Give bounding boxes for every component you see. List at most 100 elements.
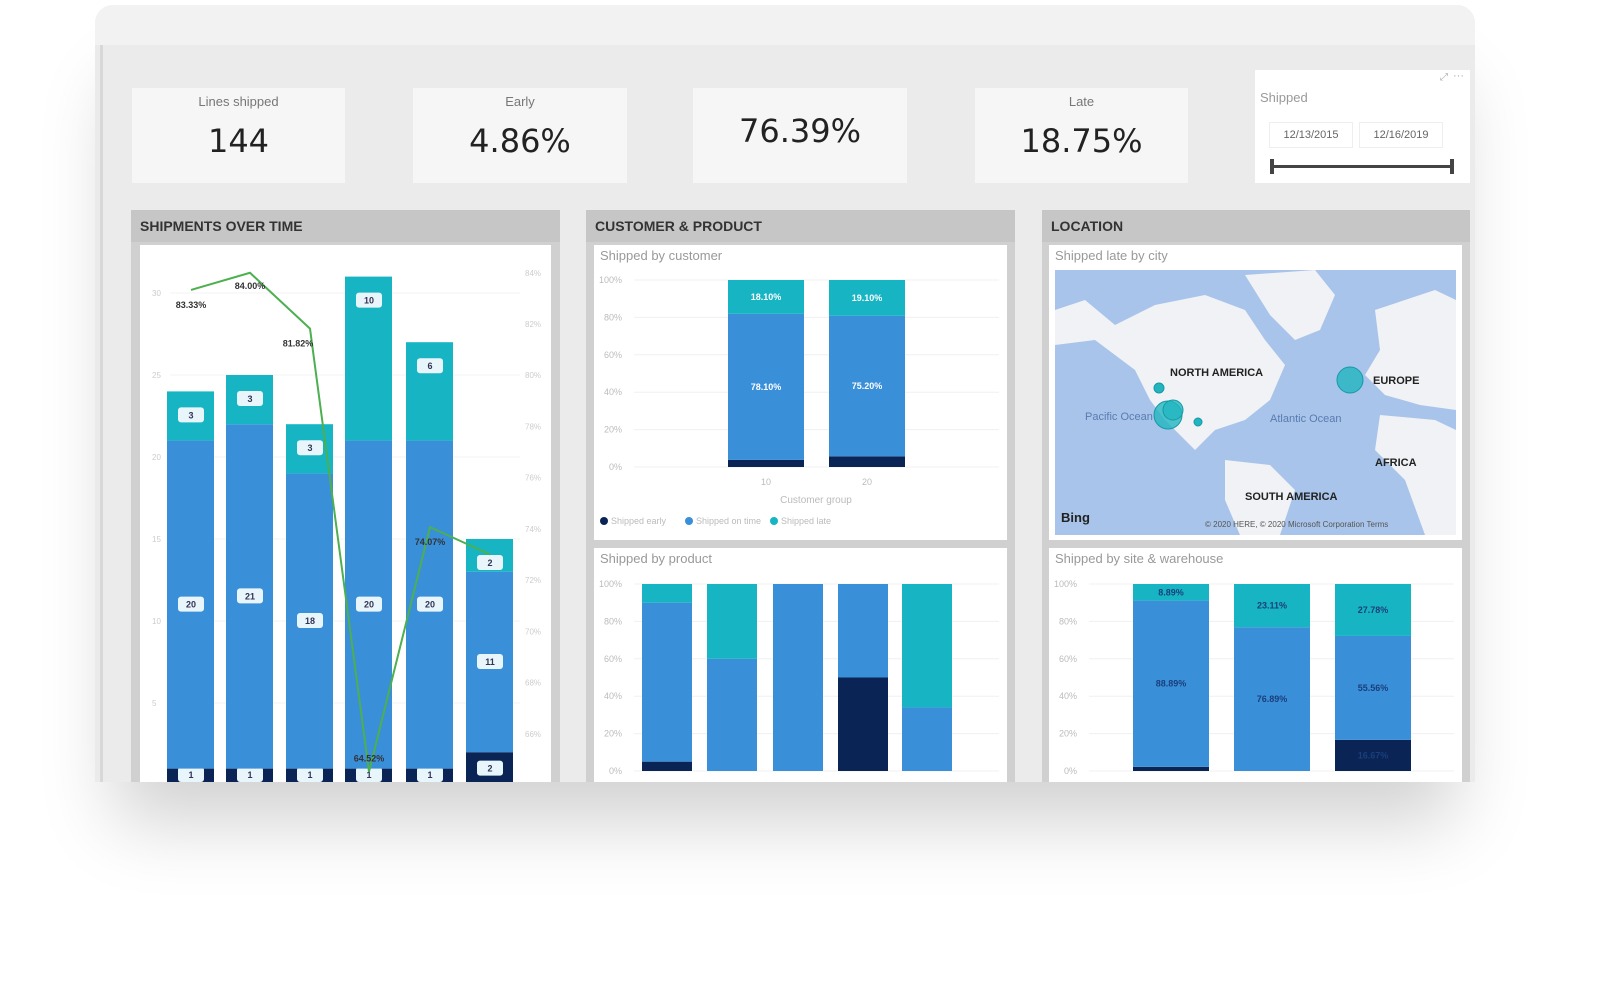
y-tick-label: 60% [604, 350, 622, 360]
map[interactable]: NORTH AMERICA EUROPE AFRICA SOUTH AMERIC… [1055, 270, 1456, 535]
kpi-value: 76.39% [738, 112, 861, 150]
data-label: 19.10% [852, 293, 883, 303]
bar-segment-on_time [1133, 600, 1209, 767]
bar-segment-late [406, 342, 453, 441]
bar-segment-late [642, 584, 692, 603]
y-tick-label: 100% [599, 275, 622, 285]
end-date-input[interactable]: 12/16/2019 [1359, 122, 1443, 148]
data-label: 20 [186, 600, 196, 610]
y-tick-label: 60% [604, 654, 622, 664]
data-label-box [178, 596, 204, 612]
slider-start-handle[interactable] [1270, 159, 1274, 174]
ocean-label: Atlantic Ocean [1270, 413, 1342, 425]
data-label-box [477, 654, 503, 669]
bar-segment-late [902, 584, 952, 708]
bar-segment-early [838, 677, 888, 771]
bar-segment-on_time [1234, 627, 1310, 771]
x-axis-title: Customer group [780, 495, 852, 506]
bar-segment-on_time [707, 658, 757, 771]
panel-title: LOCATION [1042, 210, 1470, 242]
data-label-box [417, 358, 443, 374]
data-label-box [178, 407, 204, 423]
y-tick-label: 40% [1059, 691, 1077, 701]
bar-segment-early [1133, 766, 1209, 771]
data-label: 1 [188, 770, 193, 780]
data-label-box [297, 440, 323, 456]
data-label-box [237, 588, 263, 604]
data-label: 1 [247, 770, 252, 780]
chart-card: Shipped by site & warehouse 0% 20% 40% 60% 8… [1049, 548, 1462, 782]
data-label-box [178, 767, 204, 782]
data-label: 8.89% [1158, 587, 1184, 597]
y2-tick-label: 82% [525, 320, 541, 329]
map-label: AFRICA [1375, 457, 1417, 469]
data-label: 16.67% [1358, 750, 1389, 760]
slider-end-handle[interactable] [1450, 159, 1454, 174]
y-tick-label: 100% [599, 579, 622, 589]
chart-title: Shipped by site & warehouse [1055, 551, 1224, 566]
slider-track [1272, 165, 1452, 168]
data-label: 18.10% [751, 292, 782, 302]
date-slicer[interactable]: ⤢ ··· Shipped 12/13/2015 12/16/2019 [1255, 70, 1470, 183]
data-label-box [417, 596, 443, 612]
legend-marker-early [600, 517, 608, 525]
data-label: 6 [427, 361, 432, 371]
data-label: 23.11% [1257, 601, 1287, 611]
top-strip [95, 5, 1475, 45]
focus-mode-icon[interactable]: ⤢ [1440, 72, 1448, 83]
bar-segment-on_time [773, 584, 823, 771]
bar-segment-late [1335, 583, 1411, 636]
bar-segment-late [1133, 584, 1209, 601]
y-tick-label: 20% [1059, 729, 1077, 739]
data-label-box [356, 767, 382, 782]
data-label: 78.10% [751, 382, 782, 392]
bar-segment-on_time [1335, 635, 1411, 740]
line-data-label: 64.52% [354, 754, 385, 764]
panel-customer-product: CUSTOMER & PRODUCT Shipped by customer 0… [586, 210, 1015, 782]
map-label: EUROPE [1373, 375, 1419, 387]
y-tick-label: 40% [604, 387, 622, 397]
data-label-box [356, 292, 382, 308]
bar-segment-on_time [829, 315, 905, 457]
y2-tick-label: 72% [525, 576, 541, 585]
kpi-label [693, 94, 907, 110]
line-data-label: 83.33% [176, 300, 207, 310]
shipments-over-time-chart: 5 10 15 20 25 30 66% 68% 70% 72% 74% 76% 78% 80% 82% 84… [152, 269, 541, 782]
legend-label: Shipped on time [696, 516, 761, 526]
x-tick-label: 10 [761, 477, 771, 487]
data-label-box [297, 767, 323, 782]
city-bubble[interactable] [1153, 382, 1165, 394]
data-label: 1 [307, 770, 312, 780]
panel-title: SHIPMENTS OVER TIME [131, 210, 560, 242]
shipped-by-site-chart: 0% 20% 40% 60% 80% 100% 88.89% 8.89% 76.89% 23.11… [1054, 579, 1454, 776]
line-data-label: 74.07% [415, 537, 446, 547]
on-time-rate-line [190, 271, 491, 772]
map-copyright: © 2020 HERE, © 2020 Microsoft Corporatio… [1205, 520, 1388, 529]
data-label: 2 [487, 558, 492, 568]
kpi-on-time: 76.39% [693, 88, 907, 183]
bar-segment-early [829, 456, 905, 467]
kpi-late: Late 18.75% [975, 88, 1188, 183]
y-tick-label: 80% [604, 616, 622, 626]
x-tick-label: 20 [862, 477, 872, 487]
bar-segment-late [829, 280, 905, 316]
y2-tick-label: 80% [525, 371, 541, 380]
data-label-box [477, 555, 503, 570]
data-label: 76.89% [1257, 694, 1288, 704]
legend-marker-late [770, 517, 778, 525]
city-bubble[interactable] [1193, 417, 1203, 427]
data-label-box [297, 613, 323, 628]
chart-title: Shipped by product [600, 551, 713, 566]
city-bubble[interactable] [1162, 399, 1184, 421]
more-options-icon[interactable]: ··· [1453, 70, 1464, 82]
y-tick-label: 40% [604, 691, 622, 701]
y-tick-label: 10 [152, 617, 161, 626]
bar-segment-on_time [642, 602, 692, 762]
city-bubble[interactable] [1336, 366, 1364, 394]
bar-segment-on_time [728, 313, 804, 460]
data-label-box [356, 596, 382, 612]
map-label: SOUTH AMERICA [1245, 491, 1338, 503]
y2-tick-label: 76% [525, 474, 541, 483]
start-date-input[interactable]: 12/13/2015 [1269, 122, 1353, 148]
shipped-by-product-chart: 0% 20% 40% 60% 80% 100% [599, 579, 999, 776]
